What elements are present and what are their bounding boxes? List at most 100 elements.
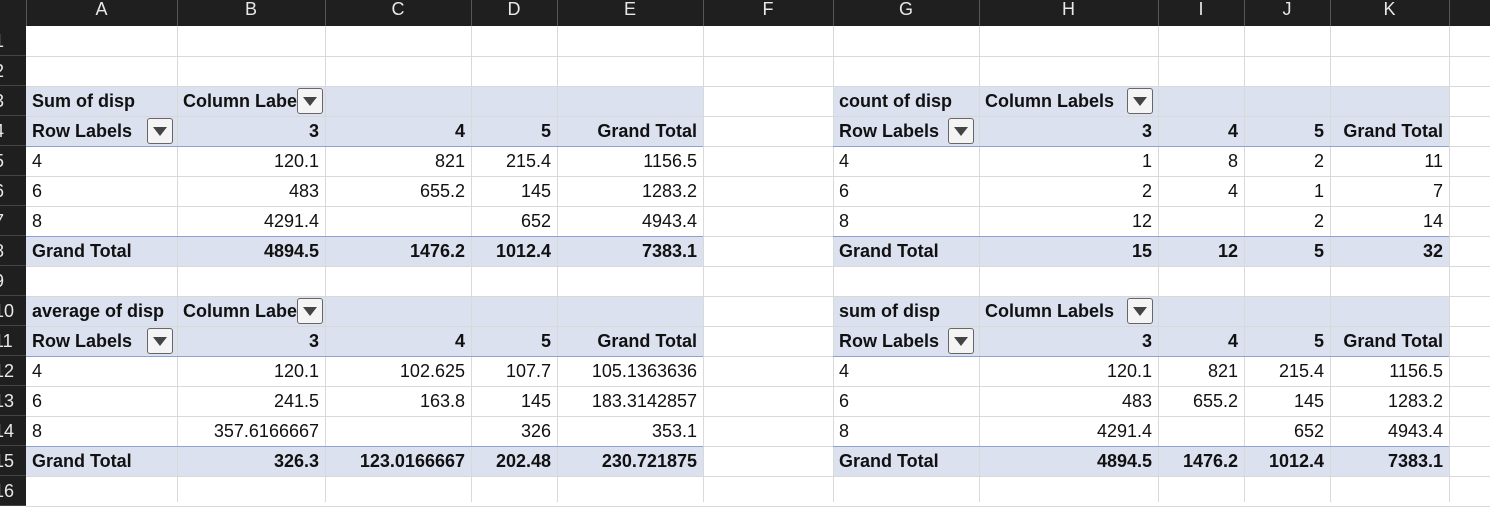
- grand-total-value[interactable]: 32: [1422, 241, 1443, 261]
- column-header-d[interactable]: D: [471, 0, 558, 26]
- column-header-f[interactable]: F: [703, 0, 834, 26]
- select-all-corner[interactable]: [0, 0, 27, 26]
- pivot-row-labels[interactable]: Row Labels: [839, 331, 940, 351]
- pivot-value-cell[interactable]: 102.625: [399, 361, 465, 381]
- pivot-value-cell[interactable]: 483: [1121, 391, 1152, 411]
- pivot-row-labels[interactable]: Row Labels: [839, 121, 940, 141]
- pivot-row-key[interactable]: 4: [839, 151, 850, 171]
- row-header-8[interactable]: 8: [0, 236, 26, 266]
- pivot-value-cell[interactable]: [325, 206, 471, 236]
- filter-dropdown-button[interactable]: [1127, 88, 1153, 114]
- grand-total-value[interactable]: 15: [1131, 241, 1152, 261]
- grand-total-value[interactable]: 1476.2: [409, 241, 465, 261]
- row-header-3[interactable]: 3: [0, 86, 26, 116]
- grand-total-value[interactable]: 12: [1217, 241, 1238, 261]
- pivot-value-field-title[interactable]: count of disp: [839, 91, 952, 111]
- pivot-value-cell[interactable]: 107.7: [505, 361, 551, 381]
- pivot-value-cell[interactable]: 4: [1227, 181, 1238, 201]
- filter-dropdown-button[interactable]: [948, 118, 974, 144]
- grand-total-value[interactable]: 1012.4: [1268, 451, 1324, 471]
- pivot-row-labels[interactable]: Row Labels: [32, 121, 133, 141]
- pivot-value-cell[interactable]: 483: [288, 181, 319, 201]
- row-header-11[interactable]: 11: [0, 326, 26, 356]
- pivot-value-cell[interactable]: 145: [520, 391, 551, 411]
- pivot-value-cell[interactable]: 183.3142857: [591, 391, 697, 411]
- column-header-g[interactable]: G: [833, 0, 980, 26]
- row-header-1[interactable]: 1: [0, 26, 26, 56]
- grand-total-label[interactable]: Grand Total: [839, 241, 939, 261]
- pivot-value-cell[interactable]: 326: [520, 421, 551, 441]
- column-header-e[interactable]: E: [557, 0, 704, 26]
- row-header-10[interactable]: 10: [0, 296, 26, 326]
- pivot-column-labels[interactable]: Column Labe: [183, 301, 298, 321]
- row-header-12[interactable]: 12: [0, 356, 26, 386]
- pivot-value-cell[interactable]: 821: [434, 151, 465, 171]
- grand-total-label[interactable]: Grand Total: [32, 451, 132, 471]
- row-header-6[interactable]: 6: [0, 176, 26, 206]
- row-header-15[interactable]: 15: [0, 446, 26, 476]
- grand-total-value[interactable]: 202.48: [495, 451, 551, 471]
- pivot-row-key[interactable]: 4: [32, 361, 43, 381]
- row-header-7[interactable]: 7: [0, 206, 26, 236]
- pivot-value-cell[interactable]: 105.1363636: [591, 361, 697, 381]
- pivot-value-cell[interactable]: 120.1: [273, 151, 319, 171]
- pivot-value-cell[interactable]: [325, 416, 471, 446]
- pivot-value-cell[interactable]: 11: [1424, 151, 1443, 171]
- column-header-h[interactable]: H: [979, 0, 1159, 26]
- grand-total-value[interactable]: 326.3: [273, 451, 319, 471]
- pivot-value-cell[interactable]: [1158, 416, 1244, 446]
- pivot-row-labels[interactable]: Row Labels: [32, 331, 133, 351]
- pivot-row-key[interactable]: 8: [32, 211, 43, 231]
- column-header-c[interactable]: C: [325, 0, 472, 26]
- row-header-14[interactable]: 14: [0, 416, 26, 446]
- filter-dropdown-button[interactable]: [147, 118, 173, 144]
- pivot-value-cell[interactable]: 12: [1131, 211, 1152, 231]
- grand-total-label[interactable]: Grand Total: [32, 241, 132, 261]
- pivot-column-labels[interactable]: Column Labels: [985, 301, 1115, 321]
- pivot-value-cell[interactable]: 7: [1432, 181, 1443, 201]
- pivot-row-key[interactable]: 4: [839, 361, 850, 381]
- grand-total-value[interactable]: 230.721875: [601, 451, 697, 471]
- pivot-value-cell[interactable]: 652: [520, 211, 551, 231]
- pivot-value-cell[interactable]: 353.1: [651, 421, 697, 441]
- pivot-row-key[interactable]: 8: [839, 211, 850, 231]
- pivot-value-cell[interactable]: 1283.2: [1387, 391, 1443, 411]
- row-header-4[interactable]: 4: [0, 116, 26, 146]
- pivot-value-cell[interactable]: 2: [1313, 151, 1324, 171]
- row-header-2[interactable]: 2: [0, 56, 26, 86]
- pivot-value-cell[interactable]: 1: [1313, 181, 1324, 201]
- pivot-value-cell[interactable]: 241.5: [273, 391, 319, 411]
- column-header-b[interactable]: B: [177, 0, 326, 26]
- pivot-row-key[interactable]: 8: [839, 421, 850, 441]
- pivot-value-cell[interactable]: 163.8: [419, 391, 465, 411]
- pivot-value-cell[interactable]: 215.4: [1278, 361, 1324, 381]
- pivot-value-cell[interactable]: 655.2: [419, 181, 465, 201]
- pivot-value-cell[interactable]: 14: [1422, 211, 1443, 231]
- pivot-value-cell[interactable]: 4943.4: [641, 211, 697, 231]
- column-header-a[interactable]: A: [26, 0, 178, 26]
- filter-dropdown-button[interactable]: [147, 328, 173, 354]
- grand-total-value[interactable]: 5: [1313, 241, 1324, 261]
- filter-dropdown-button[interactable]: [297, 88, 323, 114]
- pivot-value-cell[interactable]: 4291.4: [1096, 421, 1152, 441]
- pivot-value-cell[interactable]: 1156.5: [643, 151, 697, 171]
- filter-dropdown-button[interactable]: [297, 298, 323, 324]
- grand-total-value[interactable]: 1476.2: [1182, 451, 1238, 471]
- pivot-value-cell[interactable]: 821: [1207, 361, 1238, 381]
- row-header-13[interactable]: 13: [0, 386, 26, 416]
- pivot-row-key[interactable]: 6: [32, 181, 43, 201]
- pivot-row-key[interactable]: 6: [839, 391, 850, 411]
- pivot-value-cell[interactable]: [1158, 206, 1244, 236]
- grand-total-value[interactable]: 7383.1: [641, 241, 697, 261]
- grand-total-value[interactable]: 123.0166667: [359, 451, 465, 471]
- pivot-value-field-title[interactable]: sum of disp: [839, 301, 941, 321]
- column-header-k[interactable]: K: [1330, 0, 1450, 26]
- pivot-value-cell[interactable]: 2: [1141, 181, 1152, 201]
- row-header-9[interactable]: 9: [0, 266, 26, 296]
- column-header-j[interactable]: J: [1244, 0, 1331, 26]
- pivot-value-cell[interactable]: 4943.4: [1387, 421, 1443, 441]
- filter-dropdown-button[interactable]: [1127, 298, 1153, 324]
- pivot-value-field-title[interactable]: average of disp: [32, 301, 165, 321]
- pivot-row-key[interactable]: 6: [839, 181, 850, 201]
